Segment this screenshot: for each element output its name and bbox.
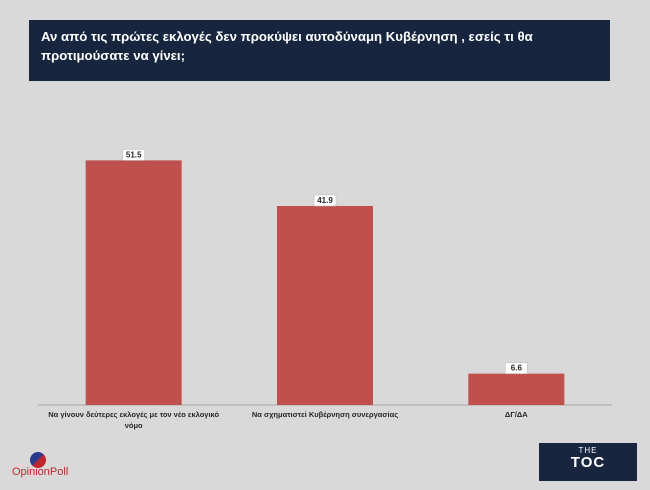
opinionpoll-logo: OpinionPoll (12, 452, 102, 480)
bars-layer (85, 160, 565, 405)
category-label-0-line-0: Να γίνουν δεύτερες εκλογές με τον νέο εκ… (48, 410, 219, 419)
category-labels-layer: Να γίνουν δεύτερες εκλογές με τον νέο εκ… (48, 410, 528, 430)
toc-logo-main-text: TOC (570, 454, 606, 471)
category-label-2: ΔΓ/ΔΑ (505, 410, 528, 419)
category-label-1: Να σχηματιστεί Κυβέρνηση συνεργασίας (252, 410, 398, 419)
bar-0 (85, 160, 182, 405)
bar-1 (277, 205, 373, 405)
opinionpoll-logo-text: OpinionPoll (12, 466, 69, 478)
labels-layer: 51.5 41.9 6.6 (122, 149, 528, 374)
value-label-1: 41.9 (317, 196, 333, 205)
toc-logo-small-text: THE (578, 446, 598, 455)
chart-title: Αν από τις πρώτες εκλογές δεν προκύψει α… (29, 20, 610, 81)
category-label-0-line-1: νόμο (125, 421, 143, 430)
value-label-0: 51.5 (126, 150, 142, 159)
bar-2 (468, 373, 565, 405)
value-label-2: 6.6 (511, 364, 523, 373)
value-label-box-2 (505, 362, 528, 374)
the-toc-logo: THE TOC (539, 443, 637, 481)
value-label-box-1 (313, 194, 337, 207)
opinionpoll-circle-icon (30, 452, 46, 468)
value-label-box-0 (122, 149, 145, 161)
